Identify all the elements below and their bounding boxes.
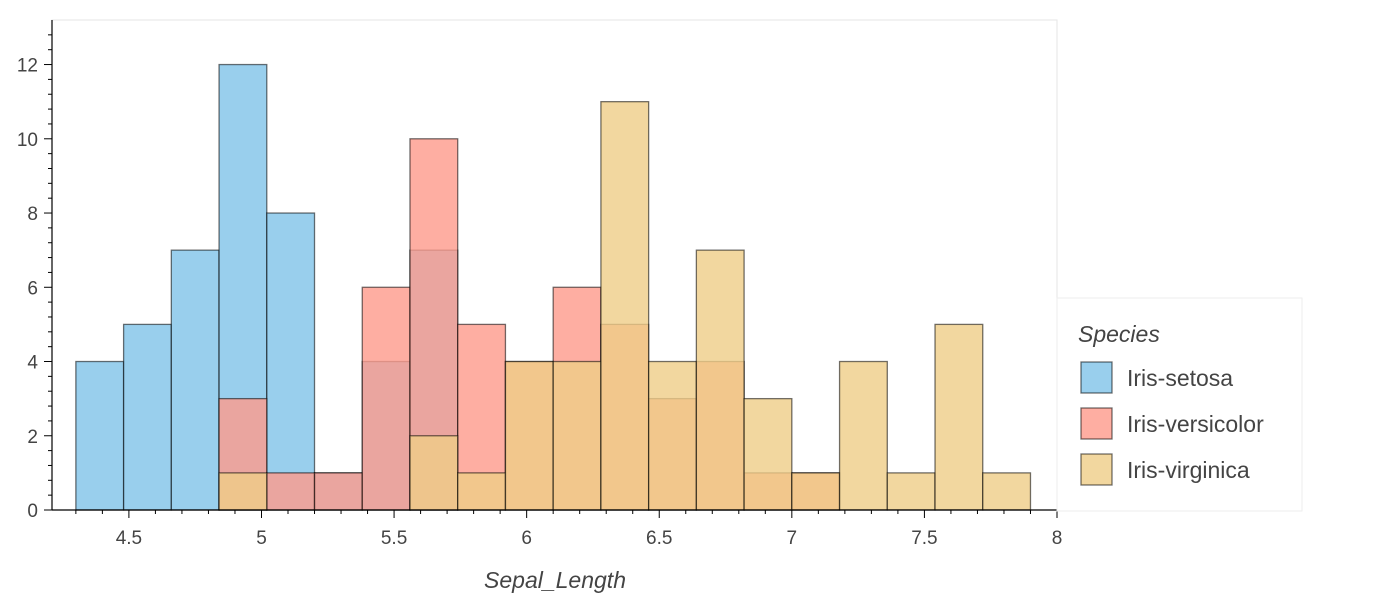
x-tick-label: 6.5 bbox=[646, 528, 672, 549]
bar-iris-virginica bbox=[838, 360, 888, 511]
y-tick-label: 10 bbox=[17, 130, 38, 151]
bar-iris-virginica bbox=[695, 249, 745, 511]
legend-label-iris-versicolor: Iris-versicolor bbox=[1127, 411, 1264, 437]
bars-layer bbox=[75, 63, 1032, 511]
bar-iris-virginica bbox=[600, 101, 650, 511]
bar-iris-setosa bbox=[170, 249, 220, 511]
y-tick-label: 8 bbox=[27, 204, 38, 225]
bar-iris-virginica bbox=[791, 472, 841, 511]
bar-iris-virginica bbox=[647, 360, 698, 511]
bar-iris-virginica bbox=[218, 472, 268, 511]
x-tick-label: 4.5 bbox=[116, 528, 142, 549]
y-tick-label: 12 bbox=[17, 56, 38, 77]
bar-iris-virginica bbox=[982, 472, 1032, 511]
bar-iris-setosa bbox=[75, 360, 125, 511]
x-tick-label: 7.5 bbox=[911, 528, 937, 549]
bar-iris-versicolor bbox=[313, 472, 363, 511]
y-tick-label: 6 bbox=[27, 278, 38, 299]
y-tick-label: 4 bbox=[27, 353, 38, 374]
axes-layer: 0 2 4 6 8 10 12 4.5 5 5.5 6 6.5 7 7.5 8 bbox=[17, 20, 1062, 549]
legend-swatch-iris-virginica bbox=[1080, 453, 1113, 486]
bar-iris-virginica bbox=[504, 360, 554, 511]
legend-title: Species bbox=[1078, 321, 1160, 347]
y-tick-label: 0 bbox=[27, 501, 38, 522]
bar-iris-virginica bbox=[457, 472, 507, 511]
bar-iris-virginica bbox=[743, 397, 793, 511]
legend: Species Iris-setosa Iris-versicolor Iris-v… bbox=[1056, 297, 1303, 512]
bar-iris-versicolor bbox=[266, 472, 316, 511]
y-tick-label: 2 bbox=[27, 427, 38, 448]
legend-label-iris-setosa: Iris-setosa bbox=[1127, 365, 1233, 391]
bar-iris-setosa bbox=[122, 323, 172, 511]
bar-iris-versicolor bbox=[361, 286, 411, 511]
legend-swatch-iris-setosa bbox=[1080, 361, 1113, 394]
legend-label-iris-virginica: Iris-virginica bbox=[1127, 457, 1250, 483]
bar-iris-virginica bbox=[934, 323, 984, 511]
x-tick-label: 7 bbox=[787, 528, 798, 549]
bar-iris-virginica bbox=[886, 472, 936, 511]
bar-iris-virginica bbox=[552, 360, 602, 511]
bar-iris-virginica bbox=[409, 435, 459, 511]
x-tick-label: 5.5 bbox=[381, 528, 407, 549]
x-axis-title: Sepal_Length bbox=[484, 567, 626, 593]
x-tick-label: 6 bbox=[521, 528, 532, 549]
legend-swatch-iris-versicolor bbox=[1080, 407, 1113, 440]
x-tick-label: 8 bbox=[1052, 528, 1063, 549]
legend-items: Iris-setosa Iris-versicolor Iris-virginica bbox=[1080, 361, 1264, 486]
x-tick-label: 5 bbox=[256, 528, 267, 549]
bar-iris-setosa bbox=[266, 212, 316, 511]
